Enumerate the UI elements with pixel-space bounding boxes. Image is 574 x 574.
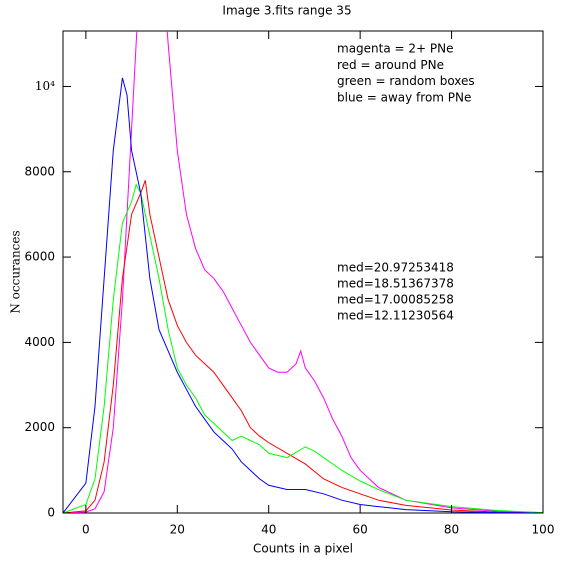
plot-frame [62,30,544,514]
x-tick-label: 80 [444,523,459,537]
y-tick-label: 6000 [24,250,55,264]
series-line [63,183,543,513]
x-axis-label: Counts in a pixel [253,542,353,556]
series-line [63,180,543,513]
y-tick-label: 4000 [24,335,55,349]
y-tick-label: 2000 [24,420,55,434]
legend-entry: blue = away from PNe [337,90,471,104]
x-tick-label: 20 [170,523,185,537]
x-tick-label: 60 [353,523,368,537]
y-axis-label: N occurances [9,230,23,313]
x-tick-label: 100 [532,523,555,537]
x-tick-label: 40 [261,523,276,537]
series-line [63,31,543,513]
median-label: med=17.00085258 [337,293,454,307]
x-tick-label: 0 [82,523,90,537]
y-tick-label: 10⁴ [35,79,55,93]
legend-entry: magenta = 2+ PNe [337,42,454,56]
legend-entry: red = around PNe [337,58,444,72]
plot-area [63,31,543,513]
median-label: med=12.11230564 [337,309,454,323]
series-line [63,77,543,513]
y-tick-label: 8000 [24,164,55,178]
legend-entry: green = random boxes [337,74,475,88]
median-label: med=18.51367378 [337,277,454,291]
median-label: med=20.97253418 [337,261,454,275]
y-tick-label: 0 [47,506,55,520]
chart-title: Image 3.fits range 35 [222,4,351,18]
